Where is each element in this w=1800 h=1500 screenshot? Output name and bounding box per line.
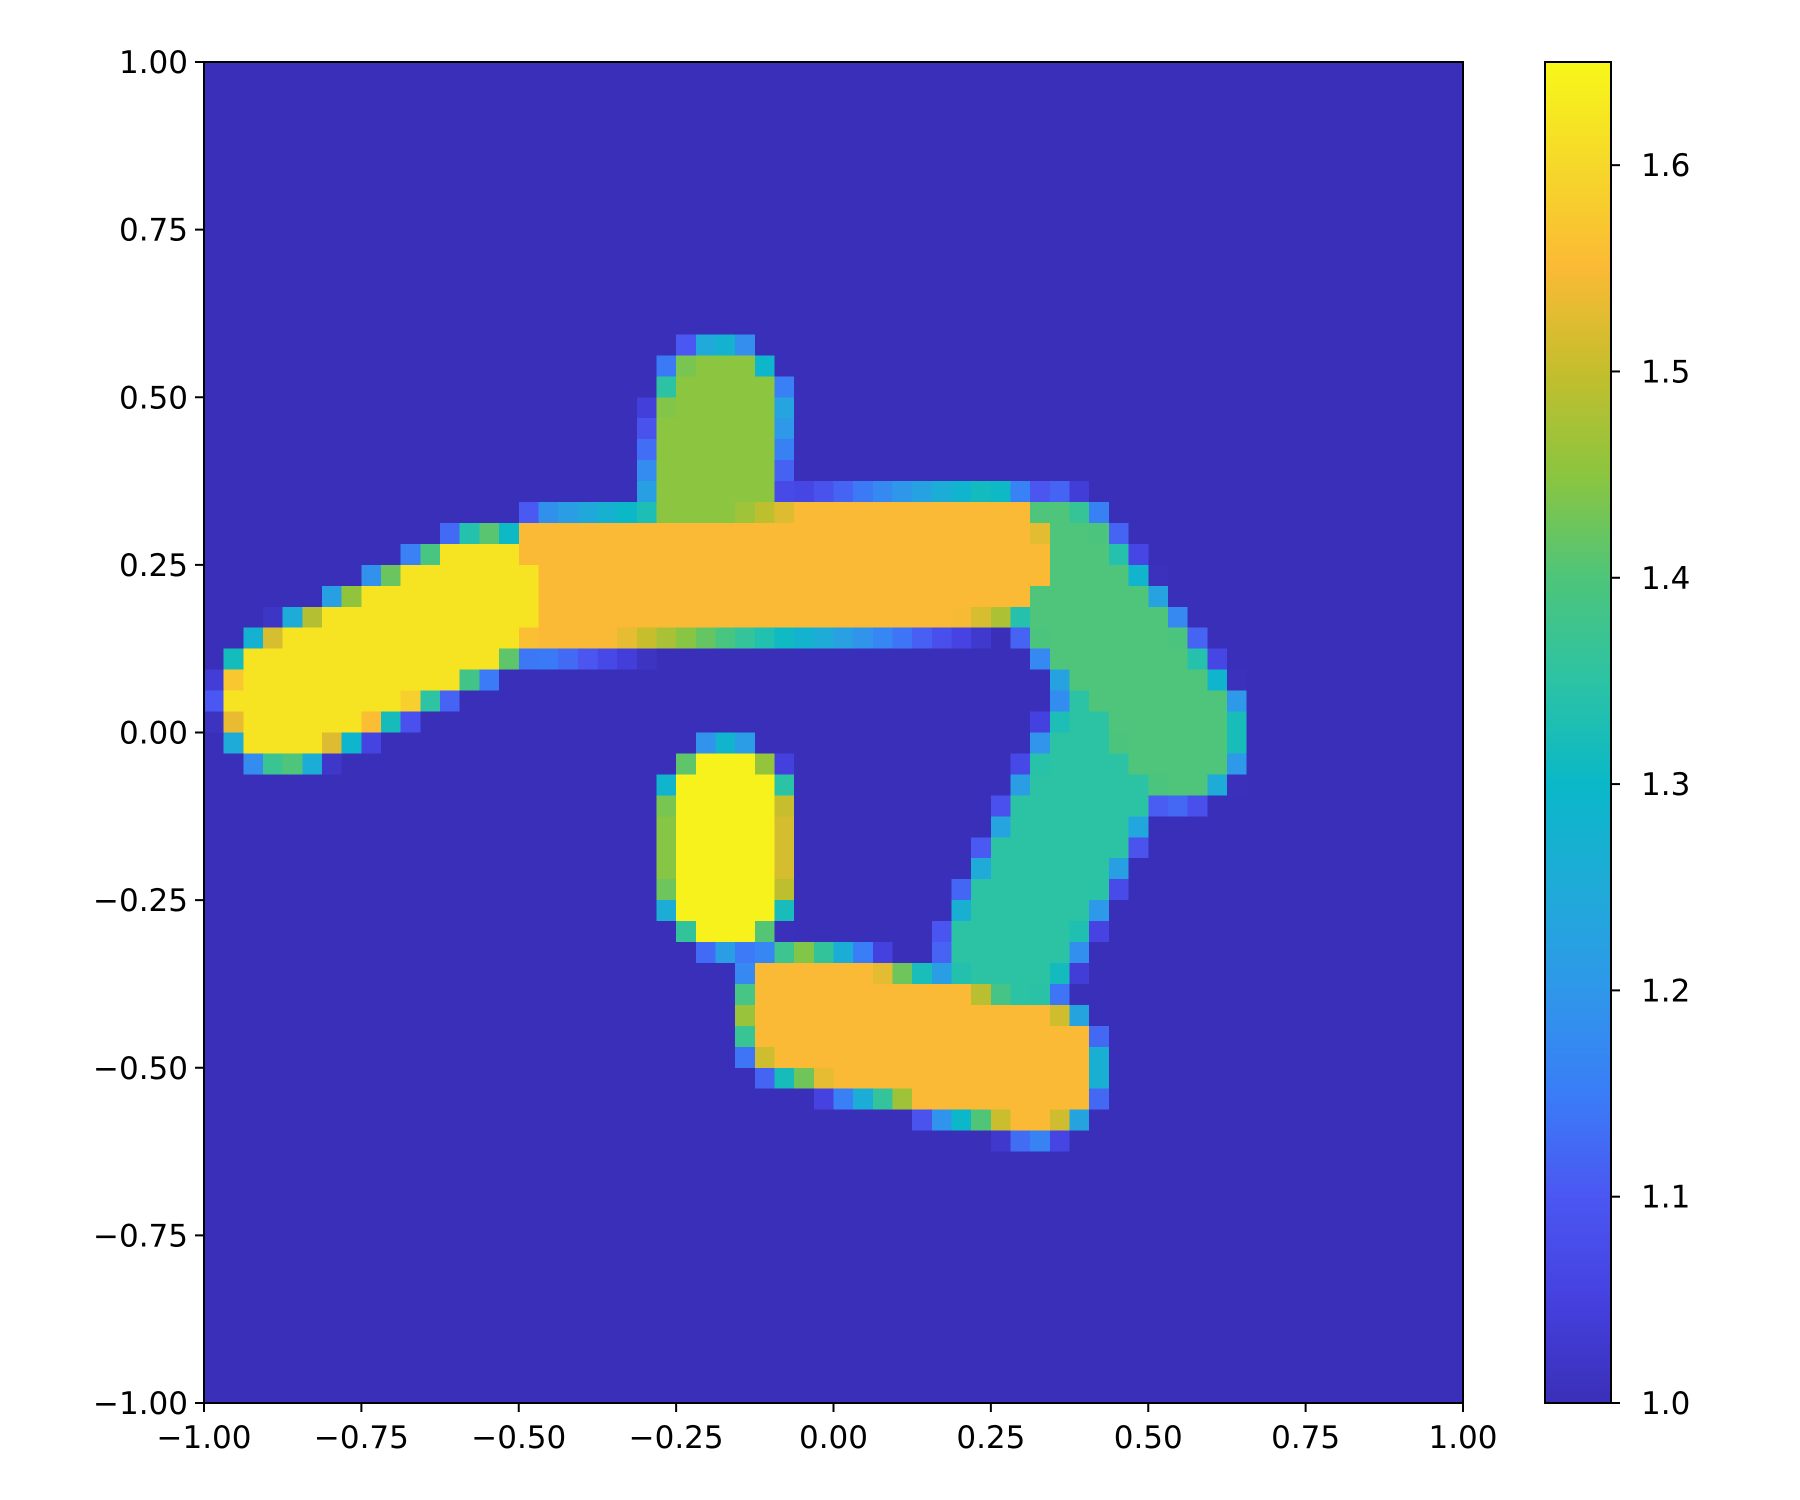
x-tick-label: 1.00 [1428, 1420, 1497, 1456]
colorbar-gradient [1545, 62, 1611, 1403]
y-tick-label: −1.00 [93, 1386, 188, 1422]
y-tick-label: 1.00 [119, 45, 188, 81]
y-axis: −1.00 −0.75 −0.50 −0.25 0.00 0.25 0.50 0.75 1.00 [93, 45, 204, 1422]
colorbar-tick-label: 1.0 [1641, 1386, 1690, 1422]
x-tick-label: 0.00 [799, 1420, 868, 1456]
y-tick-label: 0.00 [119, 716, 188, 752]
colorbar: 1.0 1.1 1.2 1.3 1.4 1.5 1.6 [1544, 61, 1690, 1422]
x-tick-label: 0.75 [1271, 1420, 1340, 1456]
x-tick-label: −0.25 [629, 1420, 724, 1456]
colorbar-tick-label: 1.6 [1641, 148, 1690, 184]
x-tick-label: −0.75 [314, 1420, 409, 1456]
heatmap-axes: −1.00 −0.75 −0.50 −0.25 0.00 0.25 0.50 0.75 1.00… [93, 45, 1498, 1456]
x-tick-label: −1.00 [157, 1420, 252, 1456]
x-tick-label: 0.50 [1114, 1420, 1183, 1456]
colorbar-tick-label: 1.1 [1641, 1180, 1690, 1216]
colorbar-frame [1544, 61, 1612, 1404]
x-axis: −1.00 −0.75 −0.50 −0.25 0.00 0.25 0.50 0.75 1.00 [157, 1403, 1498, 1456]
colorbar-axis: 1.0 1.1 1.2 1.3 1.4 1.5 1.6 [1611, 148, 1690, 1422]
colorbar-tick-label: 1.2 [1641, 973, 1690, 1009]
y-tick-label: 0.50 [119, 380, 188, 416]
x-tick-label: 0.25 [956, 1420, 1025, 1456]
colorbar-tick-label: 1.4 [1641, 561, 1690, 597]
x-tick-label: −0.50 [471, 1420, 566, 1456]
heatmap-image [204, 62, 1463, 1403]
y-tick-label: −0.25 [93, 883, 188, 919]
y-tick-label: 0.75 [119, 213, 188, 249]
colorbar-tick-label: 1.3 [1641, 767, 1690, 803]
y-tick-label: 0.25 [119, 548, 188, 584]
y-tick-label: −0.75 [93, 1218, 188, 1254]
colorbar-tick-label: 1.5 [1641, 354, 1690, 390]
y-tick-label: −0.50 [93, 1051, 188, 1087]
